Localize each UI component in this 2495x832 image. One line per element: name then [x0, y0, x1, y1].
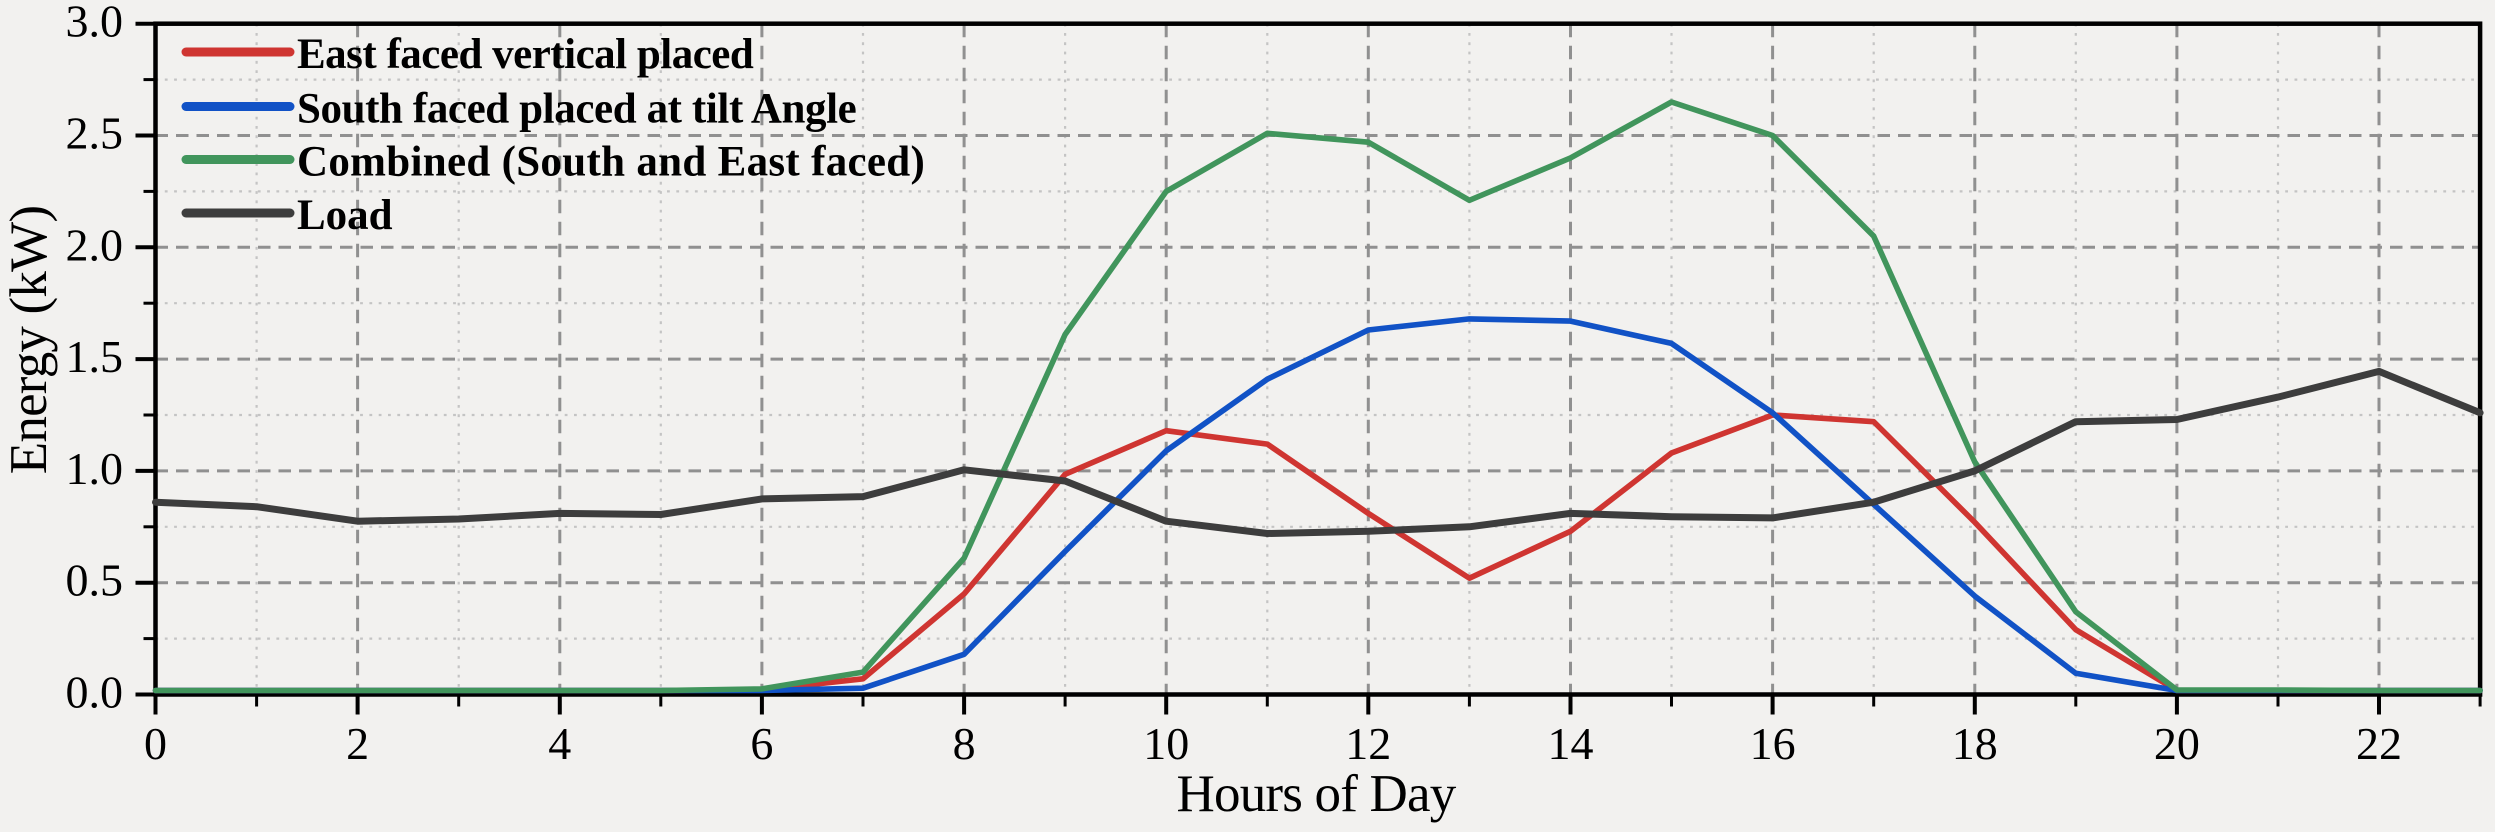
svg-text:10: 10 — [1143, 718, 1189, 769]
svg-text:6: 6 — [750, 718, 773, 769]
svg-text:0: 0 — [144, 718, 167, 769]
svg-text:4: 4 — [548, 718, 571, 769]
svg-text:1.0: 1.0 — [66, 443, 124, 494]
svg-text:1.5: 1.5 — [66, 331, 124, 382]
svg-text:2.0: 2.0 — [66, 219, 124, 270]
svg-text:2.5: 2.5 — [66, 108, 124, 159]
svg-text:Hours of Day: Hours of Day — [1177, 765, 1457, 823]
svg-text:Load: Load — [297, 192, 393, 239]
svg-text:14: 14 — [1548, 718, 1594, 769]
svg-text:0.0: 0.0 — [66, 667, 124, 718]
svg-text:20: 20 — [2154, 718, 2200, 769]
svg-text:2: 2 — [346, 718, 369, 769]
svg-text:16: 16 — [1750, 718, 1796, 769]
svg-text:0.5: 0.5 — [66, 555, 124, 606]
svg-text:East faced vertical placed: East faced vertical placed — [297, 31, 754, 78]
svg-text:18: 18 — [1952, 718, 1998, 769]
svg-text:Energy (kW): Energy (kW) — [0, 206, 58, 474]
svg-text:Combined (South and East faced: Combined (South and East faced) — [297, 139, 925, 186]
svg-text:22: 22 — [2356, 718, 2402, 769]
svg-text:8: 8 — [953, 718, 976, 769]
svg-text:3.0: 3.0 — [66, 0, 124, 47]
svg-text:South faced placed at tilt Ang: South faced placed at tilt Angle — [297, 86, 856, 133]
svg-text:12: 12 — [1345, 718, 1391, 769]
